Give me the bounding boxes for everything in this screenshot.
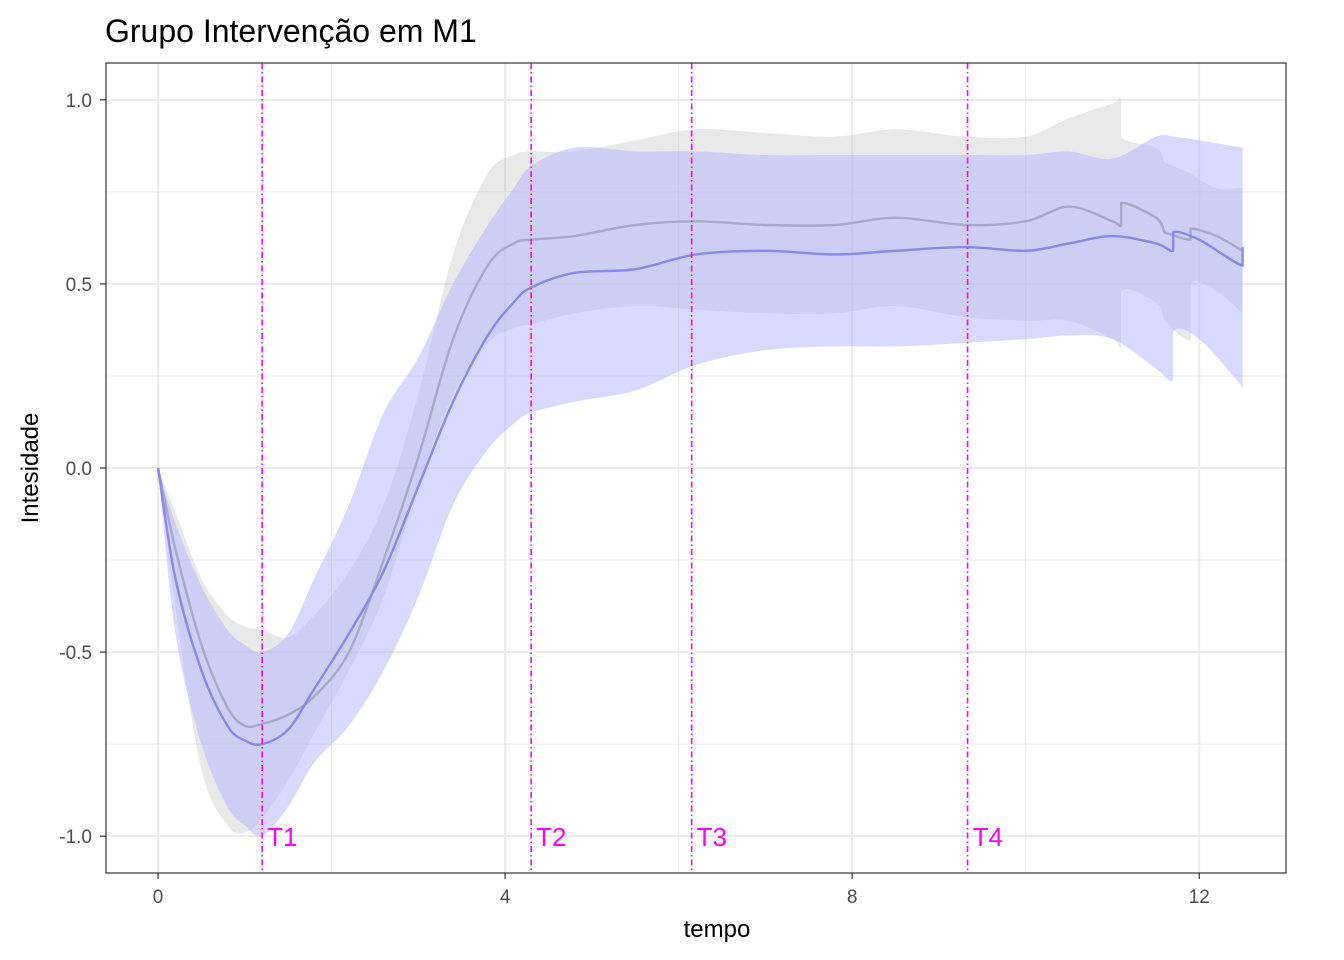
confidence-bands: [158, 97, 1243, 837]
y-tick-label: -1.0: [59, 827, 92, 848]
blue-confidence-band: [158, 135, 1243, 837]
x-axis: 0 4 8 12: [153, 873, 1210, 908]
y-axis: -1.0 -0.5 0.0 0.5 1.0: [59, 91, 106, 848]
x-tick-label: 8: [847, 887, 858, 908]
gray-series-line: [156, 201, 1244, 729]
marker-label-t4: T4: [973, 822, 1003, 852]
chart-title: Grupo Intervenção em M1: [105, 13, 477, 49]
blue-series-line: [156, 230, 1244, 746]
y-tick-label: 1.0: [66, 91, 92, 112]
y-tick-label: 0.0: [66, 459, 92, 480]
x-axis-title: tempo: [684, 916, 751, 943]
y-tick-label: 0.5: [66, 275, 92, 296]
vertical-markers: T1 T2 T3 T4: [261, 63, 1003, 873]
x-tick-label: 0: [153, 887, 164, 908]
x-tick-label: 4: [500, 887, 511, 908]
y-axis-title: Intesidade: [17, 413, 44, 524]
marker-label-t2: T2: [536, 822, 566, 852]
marker-label-t1: T1: [267, 822, 297, 852]
marker-label-t3: T3: [697, 822, 727, 852]
series-lines: [156, 201, 1244, 746]
x-tick-label: 12: [1189, 887, 1210, 908]
y-tick-label: -0.5: [59, 643, 92, 664]
